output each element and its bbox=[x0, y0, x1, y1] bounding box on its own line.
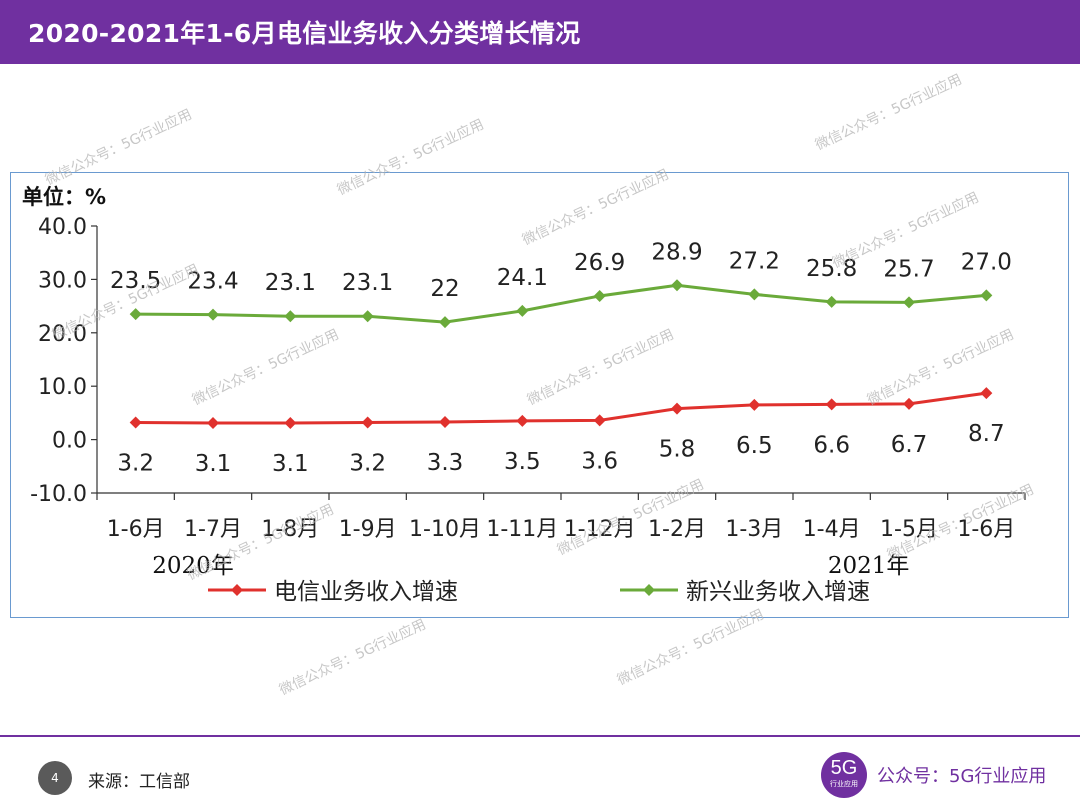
x-tick-label: 1-9月 bbox=[339, 517, 397, 542]
data-label: 24.1 bbox=[497, 265, 548, 291]
data-label: 3.5 bbox=[504, 449, 541, 475]
unit-label: 单位：% bbox=[22, 185, 106, 209]
footer-divider bbox=[0, 735, 1080, 737]
legend-label: 新兴业务收入增速 bbox=[686, 579, 870, 605]
data-point bbox=[593, 414, 606, 427]
year-group-label: 2020年 bbox=[152, 553, 234, 579]
data-label: 3.2 bbox=[117, 451, 154, 477]
x-tick-label: 1-4月 bbox=[803, 517, 861, 542]
data-point bbox=[671, 402, 683, 415]
data-label: 25.7 bbox=[883, 256, 934, 282]
data-label: 6.6 bbox=[813, 432, 850, 458]
x-tick-label: 1-12月 bbox=[564, 517, 636, 542]
y-tick-label: 40.0 bbox=[38, 215, 87, 240]
legend-swatch-marker bbox=[643, 584, 655, 596]
chart-frame bbox=[10, 172, 1069, 618]
series-line bbox=[135, 283, 987, 324]
data-point bbox=[439, 415, 451, 428]
data-point bbox=[748, 398, 761, 411]
data-point bbox=[129, 308, 142, 321]
data-label: 28.9 bbox=[651, 239, 702, 265]
data-point bbox=[284, 310, 297, 323]
data-label: 3.3 bbox=[427, 450, 464, 476]
data-point bbox=[516, 414, 529, 427]
data-point bbox=[439, 316, 451, 329]
data-point bbox=[903, 296, 915, 309]
x-tick-label: 1-6月 bbox=[957, 517, 1015, 542]
data-point bbox=[129, 416, 142, 429]
page-number-badge: 4 bbox=[38, 761, 72, 795]
data-point bbox=[361, 416, 374, 429]
legend-label: 电信业务收入增速 bbox=[274, 579, 458, 605]
x-tick-label: 1-3月 bbox=[725, 517, 783, 542]
data-point bbox=[284, 417, 297, 430]
y-tick-label: 10.0 bbox=[38, 375, 87, 400]
data-point bbox=[207, 417, 219, 430]
data-point bbox=[361, 310, 374, 323]
x-tick-label: 1-6月 bbox=[107, 517, 165, 542]
y-tick-label: -10.0 bbox=[30, 482, 87, 507]
source-note: 来源：工信部 bbox=[88, 772, 190, 792]
header-bar: 2020-2021年1-6月电信业务收入分类增长情况 bbox=[0, 0, 1080, 64]
brand-name: 公众号：5G行业应用 bbox=[877, 766, 1047, 787]
data-point bbox=[748, 288, 761, 301]
year-group-label: 2021年 bbox=[828, 553, 910, 579]
data-point bbox=[980, 289, 993, 302]
data-label: 6.7 bbox=[891, 432, 928, 458]
data-point bbox=[825, 295, 838, 308]
data-point bbox=[903, 397, 915, 410]
data-label: 3.1 bbox=[195, 451, 232, 477]
x-tick-label: 1-11月 bbox=[486, 517, 558, 542]
data-label: 3.6 bbox=[581, 448, 618, 474]
data-label: 23.1 bbox=[265, 270, 316, 296]
data-point bbox=[980, 387, 993, 400]
data-point bbox=[207, 308, 219, 321]
data-label: 22 bbox=[430, 276, 459, 302]
y-tick-label: 20.0 bbox=[38, 322, 87, 347]
data-point bbox=[671, 279, 683, 292]
legend-swatch-marker bbox=[231, 584, 243, 596]
x-tick-label: 1-10月 bbox=[409, 517, 481, 542]
line-chart: 单位：% 40.0 30.0 20.0 10.0 0.0 -10.0 1-6月 1-7月 1-8月… bbox=[22, 185, 1026, 605]
data-label: 8.7 bbox=[968, 421, 1005, 447]
series-line bbox=[135, 391, 987, 425]
data-label: 26.9 bbox=[574, 250, 625, 276]
data-label: 27.0 bbox=[961, 249, 1012, 275]
data-point bbox=[825, 398, 838, 411]
x-tick-label: 1-2月 bbox=[648, 517, 706, 542]
brand-logo-text: 5G bbox=[830, 757, 858, 779]
x-tick-label: 1-8月 bbox=[261, 517, 319, 542]
data-label: 5.8 bbox=[659, 437, 696, 463]
data-label: 3.1 bbox=[272, 451, 309, 477]
data-point bbox=[593, 289, 606, 302]
data-label: 23.5 bbox=[110, 268, 161, 294]
page-title: 2020-2021年1-6月电信业务收入分类增长情况 bbox=[28, 19, 581, 48]
data-label: 23.4 bbox=[187, 269, 238, 295]
data-label: 27.2 bbox=[729, 248, 780, 274]
data-label: 6.5 bbox=[736, 433, 773, 459]
x-tick-label: 1-7月 bbox=[184, 517, 242, 542]
y-tick-label: 0.0 bbox=[52, 429, 87, 454]
brand-logo: 5G 行业应用 bbox=[821, 752, 867, 798]
brand-logo-subtext: 行业应用 bbox=[830, 780, 858, 788]
x-tick-label: 1-5月 bbox=[880, 517, 938, 542]
data-label: 3.2 bbox=[349, 451, 386, 477]
y-tick-label: 30.0 bbox=[38, 268, 87, 293]
data-point bbox=[516, 304, 529, 317]
data-label: 25.8 bbox=[806, 256, 857, 282]
data-label: 23.1 bbox=[342, 270, 393, 296]
